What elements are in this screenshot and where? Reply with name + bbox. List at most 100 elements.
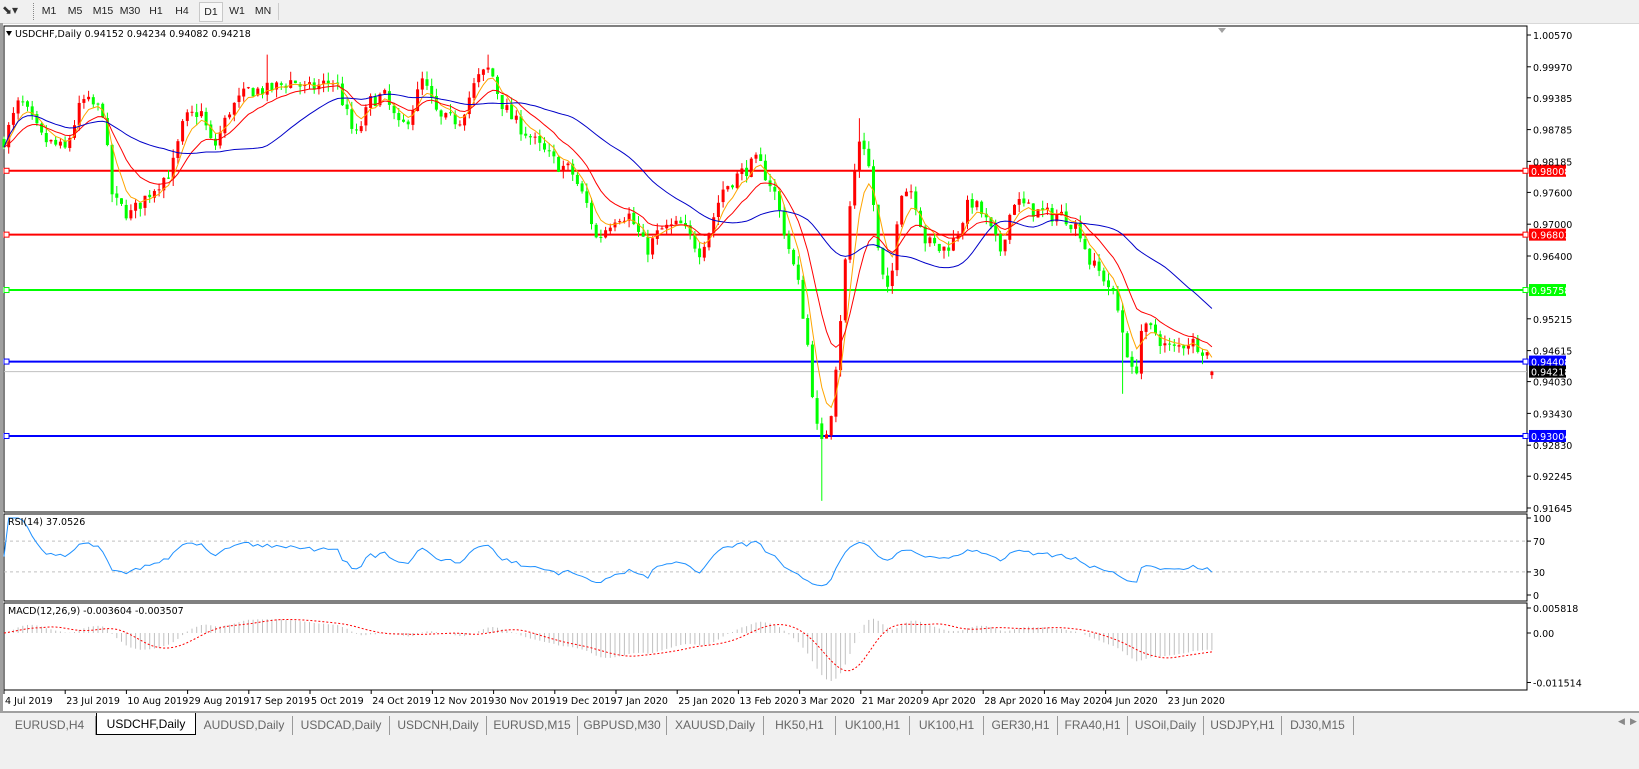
price-chart[interactable]: 0.98008 0.96803 0.95758 0.94408 0.93004 0.942… [0,0,1639,711]
timeframe-h1-button[interactable]: H1 [149,5,163,17]
candle-body [702,246,706,258]
rsi-label: RSI(14) 37.0526 [8,517,85,528]
candle-body [223,117,227,134]
candle-body [162,177,166,191]
candle-body [862,140,866,150]
candle-body [1055,214,1059,222]
candle-body [552,151,556,157]
candle-body [420,78,424,90]
tab-scroll-right-icon[interactable]: ▶ [1630,716,1637,726]
chart-tab[interactable]: FRA40,H1 [1058,716,1128,735]
candle-body [77,102,81,126]
candle-body [641,232,645,237]
chart-tab[interactable]: EURUSD,M15 [487,716,578,735]
candle-body [951,238,955,251]
timeframe-d1-button[interactable]: D1 [199,2,223,22]
price-axis-label: 0.97600 [1533,188,1572,199]
candle-body [942,246,946,251]
line-tools-icon[interactable]: ⬊▾ [2,3,19,17]
candle-body [820,423,824,439]
chart-tab[interactable]: GER30,H1 [984,716,1058,735]
level-handle [1522,287,1529,294]
candle-body [914,191,918,210]
chart-tab[interactable]: UK100,H1 [836,716,910,735]
price-axis-label: 0.96400 [1533,252,1572,263]
chart-tab[interactable]: GBPUSD,M30 [578,716,667,735]
candle-body [190,111,194,113]
collapse-triangle-icon[interactable] [6,31,12,36]
chart-tab[interactable]: USOil,Daily [1128,716,1204,735]
candle-body [843,259,847,321]
candle-body [1111,288,1115,291]
chart-tab[interactable]: DJ30,M15 [1282,716,1354,735]
candle-body [900,195,904,225]
chart-tab[interactable]: USDCAD,Daily [293,716,390,735]
candle-body [1196,338,1200,352]
timeframe-toolbar: ⬊▾ M1 M5 M15 M30 H1 H4 D1 W1 MN [0,0,1639,24]
chart-tab[interactable]: USDJPY,H1 [1204,716,1282,735]
x-axis-label: 28 Apr 2020 [984,696,1043,707]
candle-body [383,90,387,94]
level-price-tag [1529,228,1566,241]
candle-body [604,230,608,238]
candle-body [110,144,114,195]
chart-tab[interactable]: XAUUSD,Daily [667,716,764,735]
chart-tab[interactable]: EURUSD,H4 [4,716,96,735]
timeframe-m1-button[interactable]: M1 [41,5,57,17]
candle-body [810,344,814,398]
x-axis-label: 10 Aug 2019 [127,696,188,707]
candle-body [1106,280,1110,288]
timeframe-m5-button[interactable]: M5 [67,5,83,17]
candle-body [1158,334,1162,347]
chart-tab[interactable]: USDCHF,Daily [96,713,196,735]
candle-body [876,204,880,248]
candle-body [867,148,871,167]
candle-body [613,222,617,228]
candle-body [463,114,467,126]
candle-body [1130,356,1134,367]
level-price-tag [1529,164,1566,177]
candle-body [152,190,156,198]
candle-body [749,158,753,177]
candle-body [571,163,575,175]
candle-body [430,85,434,97]
candle-body [289,80,293,88]
candle-body [166,177,170,179]
candle-body [1125,333,1129,358]
price-axis-label: 0.94030 [1533,378,1572,389]
chart-tab[interactable]: UK100,H1 [910,716,984,735]
candle-body [87,96,91,100]
candle-body [881,247,885,275]
chart-shift-marker-icon[interactable] [1218,28,1226,33]
candle-body [1069,224,1073,230]
timeframe-m15-button[interactable]: M15 [92,5,114,17]
candle-body [1116,290,1120,311]
candle-body [716,202,720,218]
timeframe-w1-button[interactable]: W1 [229,5,245,17]
price-axis-label: 0.99970 [1533,63,1572,74]
tab-scroll-left-icon[interactable]: ◀ [1618,716,1625,726]
candle-body [58,141,62,146]
candle-body [796,264,800,280]
candle-body [500,94,504,110]
candle-body [1121,310,1125,333]
candle-body [947,247,951,251]
timeframe-m30-button[interactable]: M30 [119,5,141,17]
level-price-label: 0.96803 [1531,231,1570,242]
timeframe-h4-button[interactable]: H4 [175,5,189,17]
candle-body [397,113,401,121]
candle-body [1149,323,1153,326]
candle-body [754,154,758,159]
chart-tab[interactable]: HK50,H1 [764,716,836,735]
candle-body [1177,345,1181,347]
candle-body [359,126,363,132]
chart-tab[interactable]: AUDUSD,Daily [196,716,293,735]
candle-body [505,105,509,110]
chart-tab[interactable]: USDCNH,Daily [390,716,487,735]
candle-body [956,234,960,239]
candle-body [1172,344,1176,346]
candle-body [735,173,739,188]
timeframe-mn-button[interactable]: MN [254,5,272,17]
candle-body [1041,208,1045,211]
candle-body [49,139,53,142]
